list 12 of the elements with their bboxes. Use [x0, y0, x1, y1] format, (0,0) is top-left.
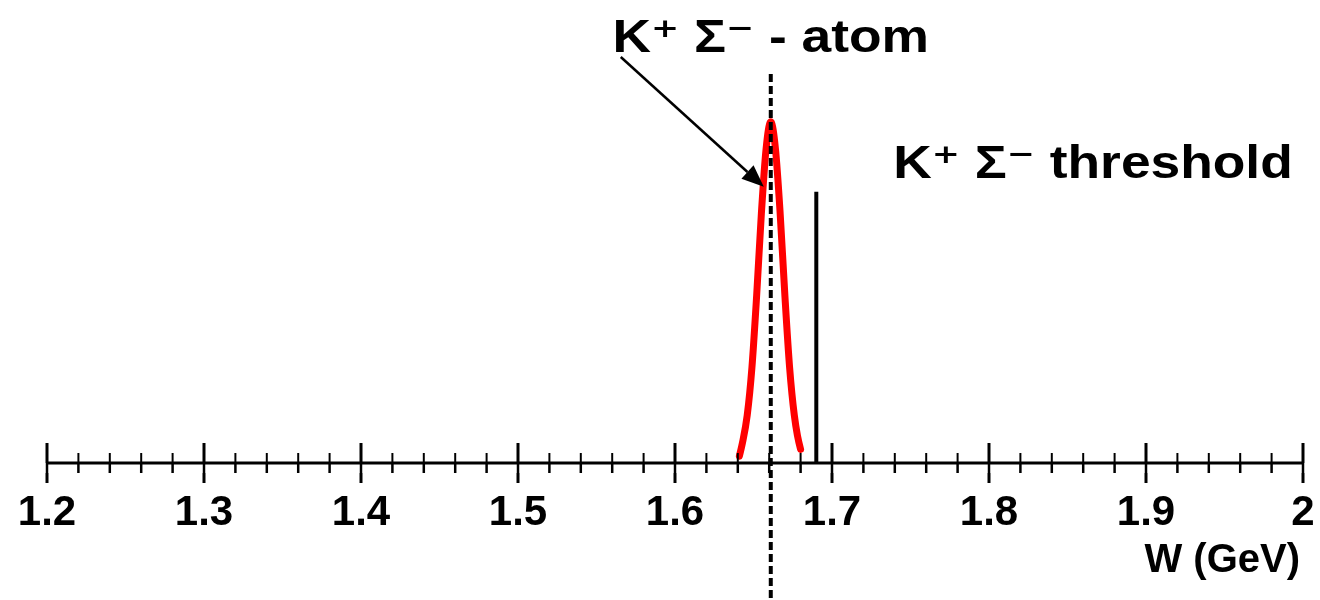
x-tick-label: 1.2: [17, 487, 77, 534]
x-tick-label: 1.4: [331, 487, 391, 534]
ref-line-label: K⁺ Σ⁻ - atom: [612, 10, 930, 63]
x-tick-label: 2: [1291, 487, 1315, 534]
x-tick-label: 1.7: [802, 487, 862, 534]
ref-line-label: K⁺ Σ⁻ threshold: [893, 136, 1293, 189]
x-tick-label: 1.9: [1116, 487, 1176, 534]
x-tick-label: 1.3: [174, 487, 234, 534]
x-tick-label: 1.6: [645, 487, 705, 534]
x-axis-title: W (GeV): [1144, 536, 1300, 580]
x-tick-label: 1.5: [488, 487, 548, 534]
x-tick-label: 1.8: [959, 487, 1019, 534]
